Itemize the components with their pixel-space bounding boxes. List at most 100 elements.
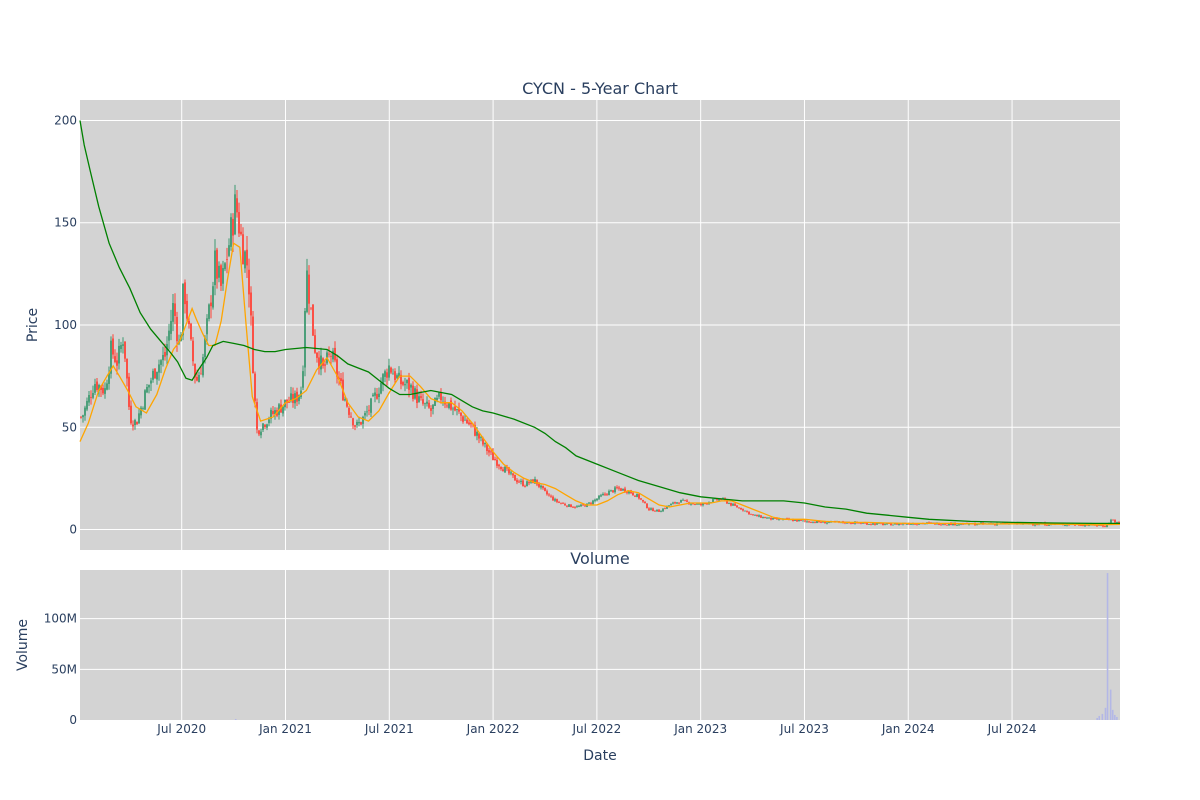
candle-body — [184, 282, 186, 305]
price-y-tick-label: 50 — [62, 420, 77, 434]
candle-body — [910, 524, 912, 525]
candle-body — [90, 397, 92, 399]
candle-body — [592, 500, 594, 505]
candle-body — [262, 423, 264, 430]
candle-body — [886, 523, 888, 525]
candle-body — [110, 340, 112, 374]
candle-body — [384, 371, 386, 377]
candle-body — [198, 375, 200, 383]
candle-body — [698, 503, 700, 505]
candle-body — [124, 341, 126, 359]
candle-body — [372, 394, 374, 397]
candle-body — [358, 422, 360, 424]
candle-body — [112, 338, 114, 355]
candle-body — [448, 402, 450, 408]
candle-body — [566, 505, 568, 507]
candle-body — [504, 466, 506, 473]
candle-body — [948, 523, 950, 526]
candle-body — [1116, 521, 1118, 523]
candle-body — [694, 504, 696, 505]
candle-body — [408, 377, 410, 390]
candle-body — [900, 523, 902, 525]
price-y-tick-label: 150 — [54, 216, 77, 230]
candle-body — [164, 352, 166, 357]
candle-body — [330, 355, 332, 357]
candle-body — [792, 519, 794, 522]
candle-body — [296, 391, 298, 402]
candle-body — [736, 505, 738, 508]
candle-body — [636, 494, 638, 497]
candle-body — [678, 502, 680, 504]
candle-body — [640, 498, 642, 500]
candle-body — [544, 487, 546, 491]
candle-body — [616, 487, 618, 489]
candle-body — [136, 421, 138, 425]
price-y-tick-label: 100 — [54, 318, 77, 332]
candle-body — [420, 396, 422, 398]
candle-body — [554, 499, 556, 501]
candle-body — [108, 372, 110, 384]
candle-body — [804, 520, 806, 522]
candle-body — [612, 490, 614, 493]
candle-body — [744, 510, 746, 512]
date-x-tick-label: Jan 2022 — [466, 722, 520, 736]
candle-body — [770, 517, 772, 520]
candle-body — [160, 360, 162, 365]
candle-body — [686, 500, 688, 502]
candle-body — [756, 514, 758, 517]
candle-body — [646, 503, 648, 509]
candle-body — [632, 492, 634, 496]
candle-body — [558, 502, 560, 504]
date-x-tick-label: Jul 2022 — [571, 722, 621, 736]
candle-body — [362, 416, 364, 424]
candle-body — [134, 420, 136, 425]
candle-body — [490, 451, 492, 453]
candle-body — [716, 498, 718, 501]
candle-body — [944, 524, 946, 526]
candle-body — [210, 302, 212, 307]
candle-body — [510, 472, 512, 474]
candle-body — [576, 506, 578, 508]
candle-body — [536, 479, 538, 485]
candle-body — [514, 474, 516, 481]
candle-body — [80, 416, 82, 418]
date-x-tick-label: Jul 2024 — [987, 722, 1037, 736]
candle-body — [250, 292, 252, 316]
candle-body — [734, 503, 736, 506]
candle-body — [458, 408, 460, 412]
candle-body — [768, 517, 770, 519]
candle-body — [400, 374, 402, 385]
volume-bar — [1111, 709, 1114, 720]
candle-body — [1096, 525, 1098, 527]
candle-body — [796, 519, 798, 522]
candle-body — [816, 520, 818, 523]
candle-body — [812, 521, 814, 523]
candle-body — [802, 520, 804, 522]
candle-body — [148, 384, 150, 388]
candle-body — [600, 495, 602, 497]
candle-body — [1114, 519, 1116, 523]
candle-body — [914, 523, 916, 525]
candle-body — [242, 234, 244, 265]
candle-body — [390, 367, 392, 373]
candle-body — [302, 371, 304, 388]
candle-body — [462, 416, 464, 422]
candle-body — [542, 485, 544, 489]
candle-body — [656, 509, 658, 512]
candle-body — [572, 506, 574, 508]
candle-body — [658, 509, 660, 512]
candle-body — [310, 307, 312, 309]
candle-body — [876, 523, 878, 525]
candle-body — [328, 353, 330, 355]
candle-body — [344, 399, 346, 401]
volume-y-tick-label: 0 — [69, 713, 77, 727]
candle-body — [648, 508, 650, 510]
volume-bar — [1116, 716, 1118, 720]
volume-bar — [1098, 715, 1101, 720]
candle-body — [240, 231, 242, 235]
candle-body — [852, 523, 854, 525]
candle-body — [594, 499, 596, 501]
candle-body — [506, 467, 508, 469]
candle-body — [794, 520, 796, 521]
